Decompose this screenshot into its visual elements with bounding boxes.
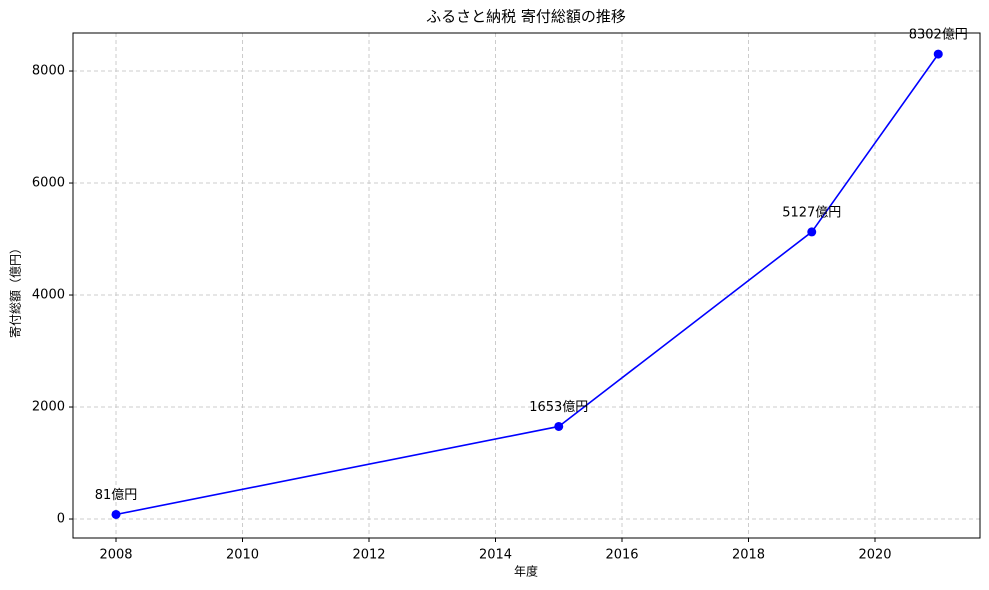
point: [933, 49, 943, 59]
x-tick-label: 2020: [858, 548, 891, 563]
y-tick-label: 2000: [32, 400, 65, 415]
line: [115, 53, 939, 516]
data-label: 81億円: [95, 487, 138, 503]
y-axis-label: 寄付総額（億円）: [8, 242, 23, 338]
point: [111, 509, 121, 519]
plot-frame: [72, 32, 981, 539]
x-tick-label: 2012: [352, 548, 385, 563]
chart-title: ふるさと納税 寄付総額の推移: [426, 8, 626, 26]
x-tick-label: 2016: [605, 548, 638, 563]
y-tick-label: 6000: [32, 176, 65, 191]
y-tick-label: 4000: [32, 288, 65, 303]
x-axis-label: 年度: [514, 564, 538, 579]
point: [807, 227, 817, 237]
x-tick-label: 2008: [99, 548, 132, 563]
data-label: 8302億円: [909, 27, 968, 43]
x-tick-label: 2014: [479, 548, 512, 563]
y-tick-label: 8000: [32, 64, 65, 79]
data-label: 1653億円: [529, 399, 588, 415]
x-tick-label: 2010: [226, 548, 259, 563]
data-label: 5127億円: [782, 204, 841, 220]
x-tick-label: 2018: [732, 548, 765, 563]
point: [554, 421, 564, 431]
y-tick-label: 0: [57, 512, 65, 527]
